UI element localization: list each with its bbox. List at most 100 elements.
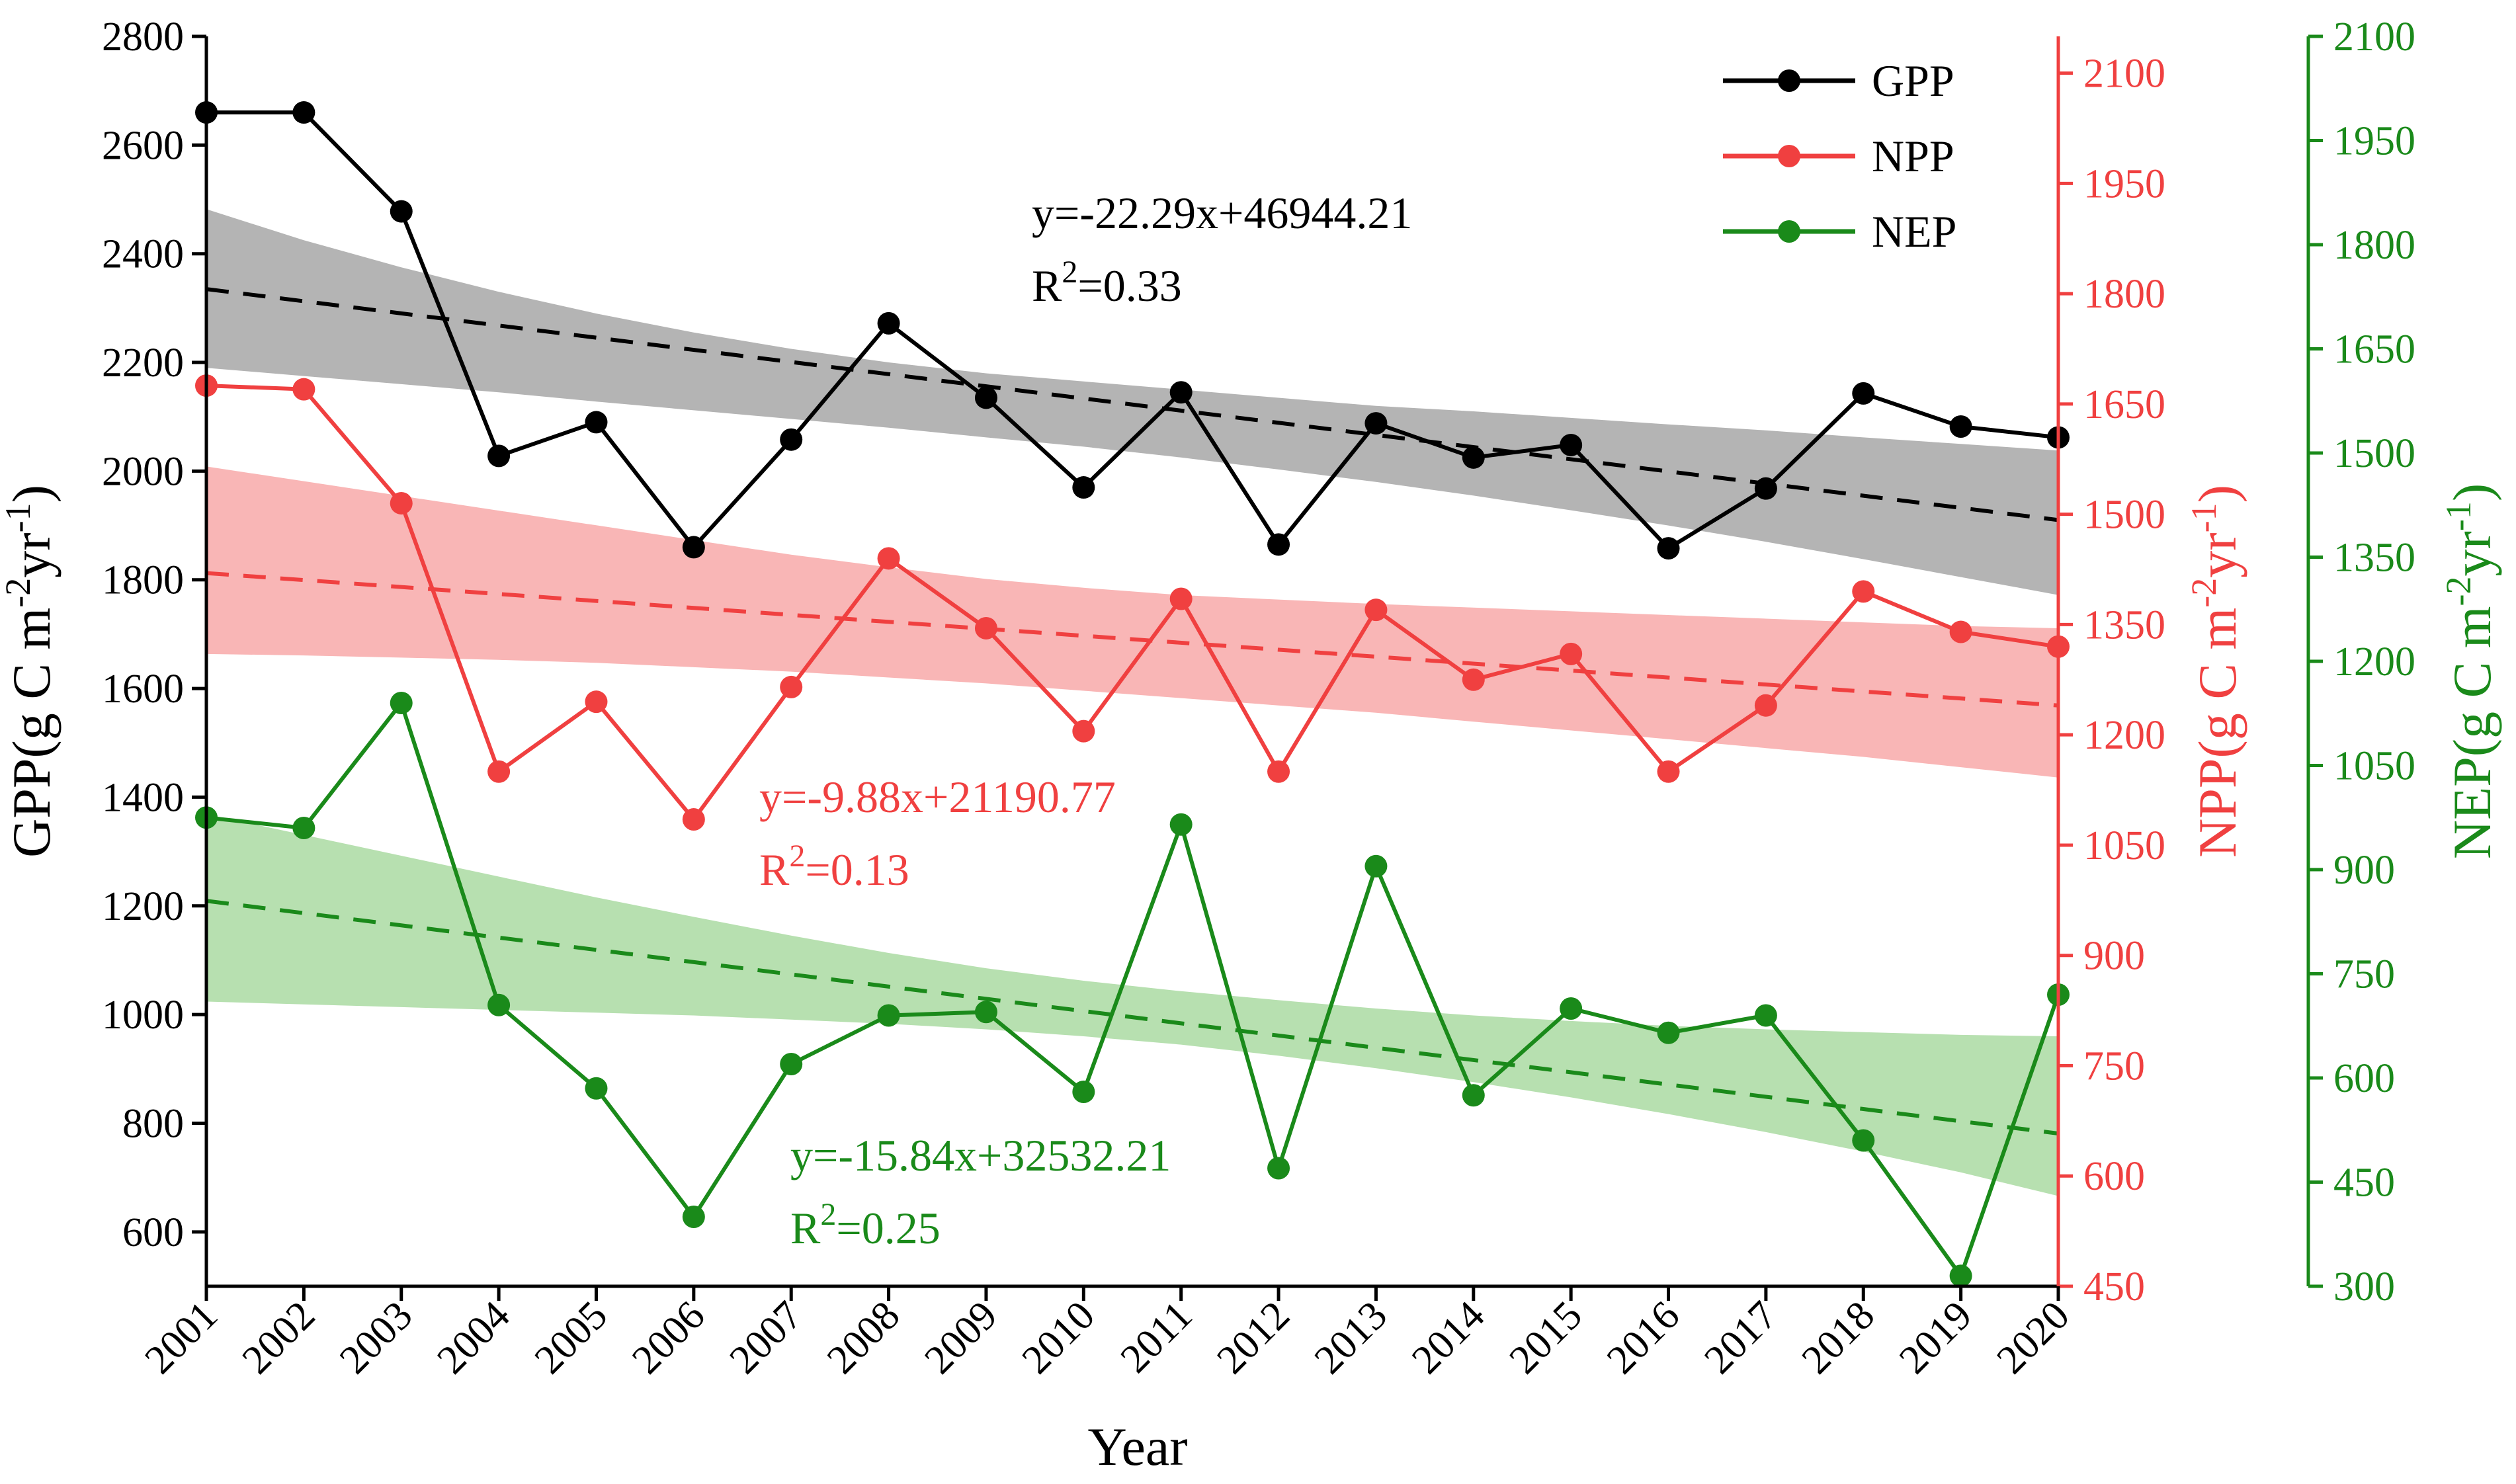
series-points: [195, 101, 2070, 1288]
gpp-tick-label-1800: 1800: [102, 558, 184, 603]
nep-axis-title: NEP(g C m-2yr-1): [2439, 483, 2502, 859]
npp-point-2012: [1267, 760, 1290, 783]
x-tick-label-2014: 2014: [1404, 1293, 1493, 1383]
nep-series-line: [206, 701, 2060, 1278]
nep-tick-label-2100: 2100: [2333, 15, 2415, 60]
confidence-bands: [206, 209, 2058, 1196]
x-tick-label-2006: 2006: [624, 1293, 714, 1383]
nep-tick-label-300: 300: [2333, 1264, 2395, 1309]
npp-tick-label-1800: 1800: [2083, 272, 2165, 317]
nep-point-2003: [390, 692, 413, 714]
npp-tick-label-900: 900: [2083, 934, 2145, 979]
gpp-tick-label-1000: 1000: [102, 993, 184, 1038]
npp-point-2018: [1852, 580, 1875, 603]
npp-point-2009: [974, 616, 997, 639]
nep-tick-label-750: 750: [2333, 952, 2395, 997]
x-tick-label-2013: 2013: [1306, 1293, 1396, 1383]
x-tick-label-2011: 2011: [1112, 1293, 1200, 1381]
npp-point-2005: [585, 690, 608, 714]
x-tick-label-2017: 2017: [1696, 1293, 1786, 1383]
nep-point-2011: [1169, 813, 1193, 836]
npp-tick-label-1500: 1500: [2083, 493, 2165, 538]
npp-point-2010: [1072, 720, 1095, 743]
gpp-axis-title: GPP(g C m-2yr-1): [0, 485, 62, 858]
gpp-equation: y=-22.29x+46944.21: [1032, 188, 1412, 238]
x-tick-label-2004: 2004: [429, 1293, 519, 1383]
nep-point-2004: [487, 993, 511, 1016]
npp-trend-line: [206, 571, 2059, 708]
legend-item-npp: NPP: [1723, 131, 1954, 181]
legend-item-gpp: GPP: [1723, 56, 1954, 106]
gpp-point-2006: [682, 536, 705, 559]
svg-text:NEP: NEP: [1872, 206, 1956, 257]
gpp-tick-label-2000: 2000: [102, 449, 184, 494]
npp-tick-label-1650: 1650: [2083, 382, 2165, 427]
x-tick-label-2015: 2015: [1501, 1293, 1591, 1383]
npp-tick-label-750: 750: [2083, 1044, 2145, 1089]
npp-point-2006: [682, 808, 705, 831]
nep-tick-label-450: 450: [2333, 1161, 2395, 1206]
nep-point-2018: [1852, 1129, 1875, 1152]
gpp-point-2004: [487, 444, 511, 468]
gpp-point-2017: [1754, 477, 1777, 500]
nep-point-2016: [1657, 1021, 1680, 1044]
nep-point-2014: [1462, 1084, 1485, 1107]
gpp-tick-label-2600: 2600: [102, 123, 184, 168]
npp-axis-title: NPP(g C m-2yr-1): [2184, 485, 2247, 858]
nep-equation: y=-15.84x+32532.21: [790, 1130, 1171, 1180]
gpp-tick-label-2800: 2800: [102, 15, 184, 60]
gpp-point-2002: [292, 101, 315, 124]
x-tick-label-2012: 2012: [1208, 1293, 1298, 1383]
npp-tick-label-1050: 1050: [2083, 823, 2165, 868]
x-tick-label-2005: 2005: [526, 1293, 616, 1383]
npp-tick-label-2100: 2100: [2083, 52, 2165, 97]
gpp-point-2005: [585, 411, 608, 434]
gpp-point-2008: [877, 311, 900, 335]
gpp-tick-label-600: 600: [122, 1210, 184, 1255]
npp-tick-label-1950: 1950: [2083, 161, 2165, 206]
nep-tick-label-1200: 1200: [2333, 639, 2415, 684]
npp-series-line: [206, 384, 2059, 821]
nep-tick-label-1800: 1800: [2333, 223, 2415, 268]
npp-point-2015: [1560, 642, 1583, 665]
npp-confidence-band: [206, 466, 2058, 778]
npp-point-2013: [1364, 598, 1388, 622]
npp-point-2011: [1169, 587, 1193, 610]
x-tick-label-2016: 2016: [1599, 1293, 1689, 1383]
x-tick-label-2009: 2009: [916, 1293, 1006, 1383]
npp-tick-label-1200: 1200: [2083, 713, 2165, 758]
npp-tick-label-1350: 1350: [2083, 602, 2165, 647]
legend-item-nep: NEP: [1723, 206, 1956, 257]
nep-point-2015: [1560, 997, 1583, 1020]
gpp-point-2014: [1462, 446, 1485, 469]
nep-tick-label-1050: 1050: [2333, 744, 2415, 789]
gpp-point-2019: [1949, 415, 1972, 438]
nep-point-2007: [780, 1053, 803, 1075]
npp-tick-label-450: 450: [2083, 1264, 2145, 1309]
gpp-tick-label-800: 800: [122, 1101, 184, 1146]
x-tick-label-2019: 2019: [1891, 1293, 1981, 1383]
npp-equation: y=-9.88x+21190.77: [759, 772, 1116, 822]
nep-tick-label-900: 900: [2333, 848, 2395, 893]
nep-confidence-band: [206, 814, 2058, 1196]
gpp-point-2018: [1852, 382, 1875, 405]
x-tick-label-2003: 2003: [331, 1293, 421, 1383]
svg-text:NPP: NPP: [1872, 131, 1954, 181]
x-tick-label-2008: 2008: [819, 1293, 909, 1383]
nep-point-2002: [292, 817, 315, 839]
legend: GPP NPP NEP: [1723, 56, 1956, 257]
nep-point-2005: [585, 1077, 608, 1100]
npp-r2: R2=0.13: [759, 839, 909, 895]
gpp-confidence-band: [206, 209, 2058, 595]
nep-trend-line: [206, 899, 2059, 1135]
gpp-point-2009: [974, 386, 997, 409]
gpp-point-2016: [1657, 537, 1680, 560]
gpp-tick-label-1600: 1600: [102, 667, 184, 712]
gpp-tick-label-2200: 2200: [102, 341, 184, 386]
x-tick-label-2020: 2020: [1988, 1293, 2078, 1383]
nep-point-2009: [974, 1001, 997, 1024]
gpp-point-2015: [1560, 433, 1583, 456]
npp-point-2014: [1462, 668, 1485, 691]
trend-lines: [206, 287, 2059, 1135]
